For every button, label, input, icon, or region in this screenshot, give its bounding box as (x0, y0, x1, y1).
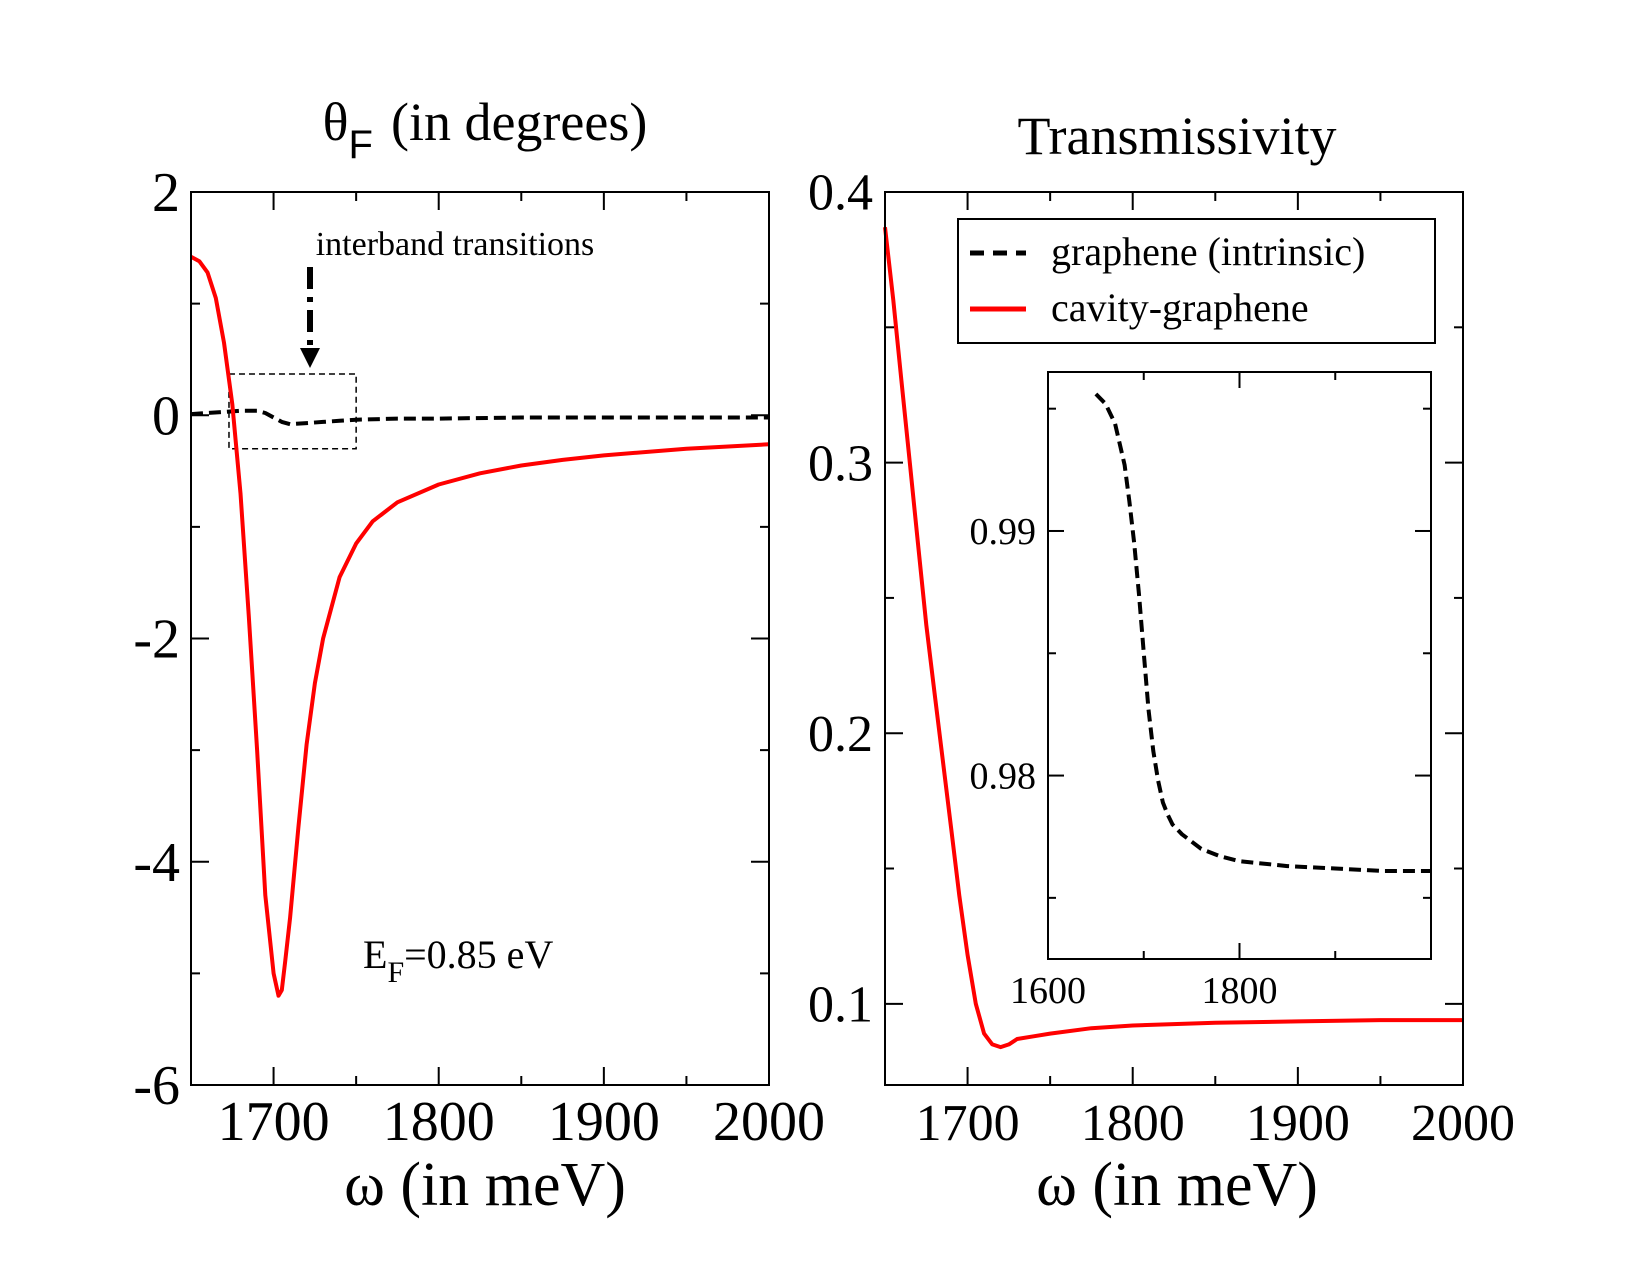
x-tick-label: 1800 (1081, 1095, 1185, 1152)
right-panel: Transmissivity 1700 1800 1900 2000 0.4 0.3 0.2… (808, 106, 1515, 1219)
series-line-cavity-graphene (190, 254, 770, 998)
left-x-axis-label: ω (in meV) (344, 1151, 626, 1219)
series-line-graphene-intrinsic- (1094, 392, 1431, 873)
right-ticks: 1700 1800 1900 2000 0.4 0.3 0.2 0.1 (808, 165, 1515, 1152)
y-tick-label: 0.1 (808, 976, 873, 1033)
interband-annotation: interband transitions (316, 226, 595, 263)
legend-label-intrinsic: graphene (intrinsic) (1051, 229, 1365, 274)
interband-arrow-head (300, 348, 320, 368)
right-x-axis-label: ω (in meV) (1036, 1151, 1318, 1219)
left-title-rest: (in degrees) (391, 92, 647, 152)
legend-label-cavity: cavity-graphene (1051, 285, 1309, 330)
left-title: θF (in degrees) (323, 92, 648, 167)
x-tick-label: 2000 (713, 1091, 825, 1153)
inset-ticks: 1600 1800 0.99 0.98 (970, 372, 1431, 1012)
right-lines (883, 226, 1463, 1050)
left-title-symbol: θ (323, 92, 349, 152)
right-title: Transmissivity (1017, 106, 1336, 166)
legend: graphene (intrinsic) cavity-graphene (957, 218, 1436, 344)
series-line-graphene-intrinsic- (190, 408, 769, 427)
y-tick-label: -4 (133, 832, 180, 894)
x-tick-label: 1800 (383, 1091, 495, 1153)
legend-box (957, 218, 1436, 344)
x-tick-label: 1700 (218, 1091, 330, 1153)
inset-lines (1094, 392, 1431, 873)
highlight-rect (228, 373, 357, 450)
y-tick-label: 0.2 (808, 706, 873, 763)
inset: 1600 1800 0.99 0.98 (970, 371, 1432, 1012)
left-plot-frame (190, 191, 770, 1086)
inset-y-tick-label: 0.99 (970, 511, 1037, 553)
y-tick-label: 2 (152, 162, 180, 224)
left-title-subscript: F (349, 123, 373, 167)
fermi-energy-symbol: E (363, 932, 387, 977)
right-plot-frame (884, 191, 1464, 1086)
left-ticks: 1700 1800 1900 2000 2 0 -2 -4 -6 (133, 162, 825, 1153)
y-tick-label: 0 (152, 385, 180, 447)
left-panel: θF (in degrees) 1700 1800 1900 200020-2-4-6 … (133, 92, 825, 1219)
y-tick-label: 0.3 (808, 435, 873, 492)
y-tick-label: 0.4 (808, 165, 873, 222)
fermi-energy-subscript: F (387, 956, 404, 989)
x-tick-label: 1700 (916, 1095, 1020, 1152)
fermi-energy-label: EF=0.85 eV (363, 932, 553, 989)
x-tick-label: 2000 (1411, 1095, 1515, 1152)
y-tick-label: -2 (133, 609, 180, 671)
x-tick-label: 1900 (1246, 1095, 1350, 1152)
interband-arrow (300, 267, 320, 368)
interband-highlight-box (228, 373, 357, 450)
series-line-cavity-graphene (883, 226, 1463, 1050)
inset-x-tick-label: 1800 (1202, 970, 1278, 1012)
x-tick-label: 1900 (548, 1091, 660, 1153)
left-lines (190, 254, 770, 998)
y-tick-label: -6 (133, 1055, 180, 1117)
fermi-energy-value: =0.85 eV (404, 932, 553, 977)
inset-y-tick-label: 0.98 (970, 756, 1037, 798)
inset-x-tick-label: 1600 (1010, 970, 1086, 1012)
